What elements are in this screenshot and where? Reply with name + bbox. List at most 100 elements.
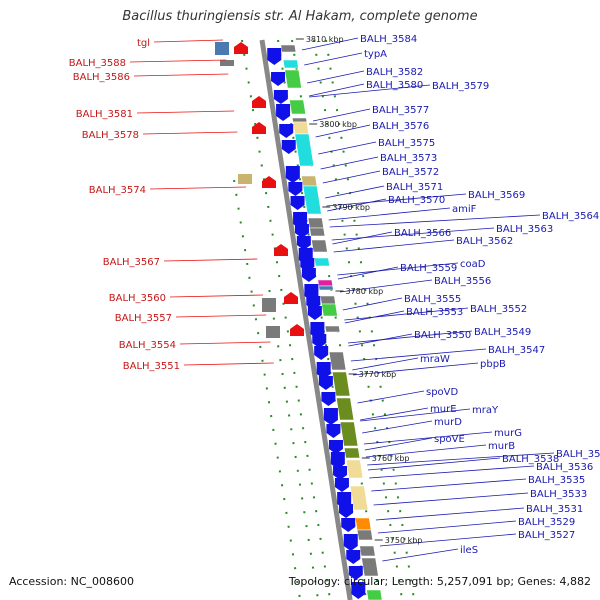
- forward-gene-label: BALH_3556: [434, 276, 491, 287]
- kbp-ticks-layer: 3810 kbp 3800 kbp 3790 kbp 3780 kbp 3770 kbp…: [295, 35, 423, 545]
- forward-label-leader: [382, 548, 459, 562]
- forward-gene-label: BALH_3580: [366, 80, 423, 91]
- forward-gene-label: spoVE: [434, 434, 465, 445]
- cog-category-block: [238, 174, 252, 184]
- forward-gene-arrow: [351, 582, 366, 599]
- cog-blocks-layer: [215, 42, 383, 600]
- track-layer: [233, 39, 416, 600]
- cog-category-block: [309, 227, 326, 237]
- forward-gene-label: murB: [488, 441, 515, 452]
- forward-gene-label: BALH_3533: [530, 489, 587, 500]
- forward-gene-arrow: [288, 182, 303, 196]
- forward-label-leader: [320, 156, 379, 170]
- forward-gene-arrow: [307, 306, 322, 320]
- forward-gene-label: BALH_3576: [372, 121, 429, 132]
- forward-label-leader: [347, 330, 473, 344]
- forward-label-leader: [301, 37, 359, 51]
- forward-label-leader: [375, 507, 525, 521]
- forward-gene-label: BALH_3566: [394, 228, 451, 239]
- cog-category-block: [318, 285, 334, 291]
- forward-gene-label: mraW: [420, 354, 450, 365]
- cog-category-block: [328, 351, 347, 371]
- forward-label-leader: [364, 437, 433, 451]
- forward-label-leader: [371, 478, 527, 492]
- reverse-label-leader: [163, 258, 258, 262]
- forward-gene-arrow: [273, 90, 288, 104]
- cog-category-block: [289, 99, 306, 115]
- cog-category-block: [331, 371, 351, 397]
- forward-gene-label: BALH_3579: [432, 81, 489, 92]
- forward-gene-arrow: [343, 534, 358, 551]
- forward-label-leader: [352, 357, 419, 371]
- forward-gene-label: amiF: [452, 204, 477, 215]
- forward-gene-arrow: [271, 72, 286, 86]
- forward-label-leader: [373, 492, 529, 506]
- forward-gene-label: BALH_3577: [372, 105, 429, 116]
- forward-gene-label: BALH_3575: [378, 138, 435, 149]
- forward-label-leader: [348, 333, 413, 347]
- forward-gene-label: BALH_3553: [406, 307, 463, 318]
- forward-gene-label: BALH_3537: [556, 449, 600, 460]
- forward-gene-label: mraY: [472, 405, 499, 416]
- forward-gene-arrow: [316, 362, 331, 379]
- forward-label-leader: [337, 266, 399, 280]
- forward-gene-label: BALH_3573: [380, 153, 437, 164]
- reverse-gene-arrow: [262, 176, 276, 188]
- forward-label-leader: [367, 452, 555, 466]
- forward-gene-label: murD: [434, 417, 462, 428]
- cog-category-block: [262, 298, 276, 312]
- cog-category-block: [292, 121, 310, 135]
- reverse-label-leader: [153, 39, 223, 43]
- forward-gene-arrow: [333, 466, 348, 480]
- forward-label-leader: [309, 83, 365, 97]
- forward-label-leader: [344, 307, 469, 321]
- forward-gene-arrow: [339, 504, 354, 518]
- forward-gene-arrow: [346, 550, 361, 564]
- forward-gene-arrow: [279, 124, 294, 138]
- cog-category-block: [343, 447, 361, 459]
- cog-category-block: [266, 326, 280, 338]
- forward-label-leader: [339, 279, 433, 293]
- genome-title: Bacillus thuringiensis str. Al Hakam, co…: [122, 9, 478, 24]
- cog-category-block: [311, 239, 328, 253]
- forward-label-leader: [327, 198, 387, 212]
- cog-category-block: [220, 60, 234, 66]
- forward-label-leader: [326, 193, 467, 207]
- forward-gene-label: BALH_3529: [518, 517, 575, 528]
- kbp-tick-label: 3810 kbp: [306, 35, 344, 44]
- forward-gene-label: BALH_3552: [470, 304, 527, 315]
- forward-gene-arrow: [281, 140, 296, 154]
- forward-gene-label: BALH_3563: [496, 224, 553, 235]
- kbp-tick-label: 3770 kbp: [359, 370, 397, 379]
- forward-label-leader: [344, 310, 405, 324]
- forward-gene-arrow: [301, 268, 316, 282]
- reverse-label-leader: [129, 59, 227, 63]
- forward-gene-arrow: [276, 104, 291, 121]
- forward-gene-arrow: [294, 224, 309, 238]
- forward-label-leader: [333, 239, 455, 253]
- forward-label-leader: [309, 84, 431, 98]
- forward-label-leader: [367, 457, 501, 471]
- forward-label-leader: [342, 297, 403, 311]
- forward-gene-label: BALH_3582: [366, 67, 423, 78]
- forward-gene-arrow: [328, 440, 343, 454]
- forward-gene-label: pbpB: [480, 359, 506, 370]
- cog-category-block: [282, 59, 299, 69]
- forward-label-leader: [362, 420, 433, 434]
- forward-gene-label: BALH_3569: [468, 190, 525, 201]
- kbp-tick-label: 3750 kbp: [385, 536, 423, 545]
- reverse-gene-arrow: [252, 96, 266, 108]
- reverse-gene-arrow: [274, 244, 288, 256]
- forward-label-leader: [350, 348, 487, 362]
- leader-lines-layer: [129, 37, 555, 562]
- cog-category-block: [359, 545, 376, 557]
- reverse-label-leader: [142, 131, 238, 135]
- forward-gene-label: typA: [364, 49, 387, 60]
- forward-gene-arrow: [267, 48, 282, 65]
- cog-category-block: [284, 69, 302, 89]
- forward-label-leader: [304, 52, 363, 66]
- forward-label-leader: [322, 170, 381, 184]
- forward-gene-arrow: [314, 346, 329, 360]
